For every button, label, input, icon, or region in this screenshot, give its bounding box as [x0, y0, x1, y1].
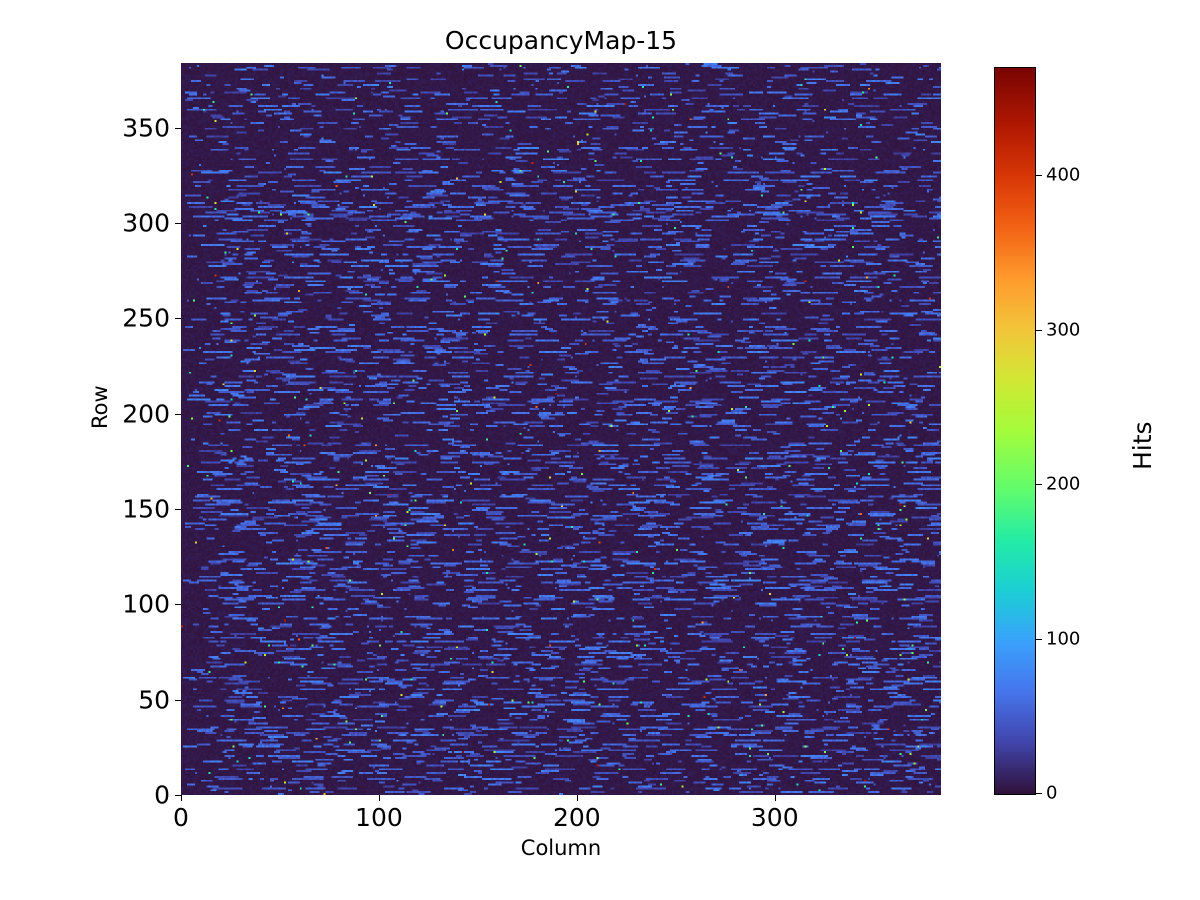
- x-tick-label: 200: [552, 803, 601, 832]
- y-tick-mark: [175, 699, 181, 701]
- heatmap-image: [181, 63, 941, 795]
- y-tick-label: 250: [122, 303, 170, 333]
- colorbar-tick-mark: [1036, 329, 1042, 331]
- x-axis-label: Column: [520, 836, 602, 860]
- heatmap-plot-area[interactable]: [181, 63, 941, 795]
- y-tick-label: 0: [154, 780, 170, 810]
- y-tick-label: 200: [122, 399, 170, 429]
- y-tick-mark: [175, 604, 181, 606]
- y-tick-label: 150: [122, 494, 170, 524]
- y-tick-mark: [175, 795, 181, 796]
- y-tick-mark: [175, 413, 181, 415]
- colorbar-tick-mark: [1036, 638, 1042, 640]
- colorbar-gradient: [995, 68, 1035, 794]
- x-tick-label: 100: [355, 803, 403, 832]
- colorbar-tick-mark: [1036, 484, 1042, 486]
- colorbar-label: Hits: [1128, 421, 1157, 470]
- colorbar-tick-label: 400: [1046, 164, 1081, 186]
- y-axis-label: Row: [88, 385, 112, 429]
- colorbar-tick-mark: [1036, 793, 1042, 794]
- y-tick-mark: [175, 509, 181, 511]
- colorbar-tick-label: 300: [1046, 319, 1081, 341]
- y-tick-label: 100: [122, 589, 170, 619]
- y-tick-mark: [175, 127, 181, 129]
- page-title: OccupancyMap-15: [444, 26, 678, 55]
- x-tick-mark: [378, 795, 380, 801]
- colorbar[interactable]: [994, 67, 1036, 795]
- colorbar-tick-label: 200: [1046, 473, 1081, 495]
- x-tick-mark: [576, 795, 578, 801]
- colorbar-tick-label: 100: [1046, 628, 1081, 650]
- y-tick-label: 300: [122, 208, 170, 238]
- y-tick-mark: [175, 223, 181, 225]
- x-tick-mark: [774, 795, 776, 801]
- x-tick-mark: [181, 795, 182, 801]
- x-tick-label: 0: [173, 803, 189, 832]
- y-tick-label: 50: [138, 685, 170, 715]
- colorbar-tick-mark: [1036, 175, 1042, 177]
- y-tick-mark: [175, 318, 181, 320]
- x-tick-label: 300: [750, 803, 799, 832]
- y-tick-label: 350: [122, 113, 170, 143]
- colorbar-tick-label: 0: [1046, 782, 1058, 804]
